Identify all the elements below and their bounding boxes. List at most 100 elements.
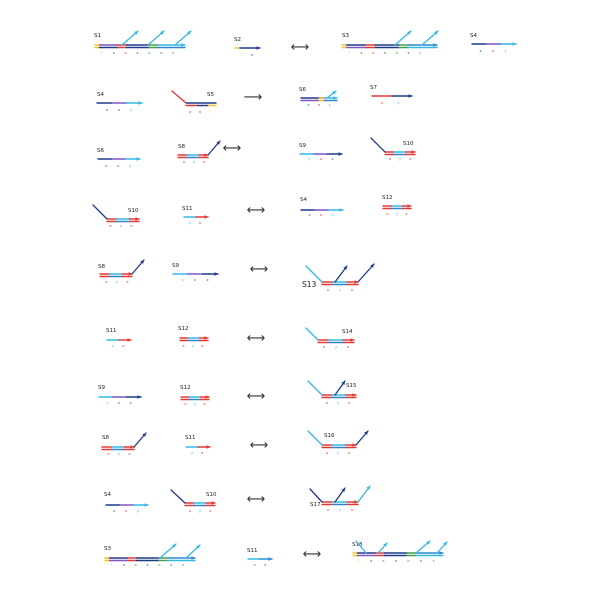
strand-arrowhead (366, 486, 370, 490)
species-label: S14 (342, 329, 353, 335)
species-s2: S2 T x ⟷ (234, 37, 309, 57)
species-s12-b: S12 a y a ⟷ (178, 326, 265, 348)
strand-arrowhead (350, 338, 354, 342)
strand-arrowhead (204, 336, 208, 340)
domain-label: x (407, 51, 409, 55)
strand-arrowhead (443, 542, 447, 546)
domain-label: a (351, 508, 353, 512)
domain-label: T (110, 563, 114, 567)
strand-arrowhead (204, 153, 208, 157)
species-label: S2 (234, 37, 241, 43)
strand-arrowhead (142, 433, 146, 437)
domain-label: a (318, 103, 320, 107)
reversible-arrow: ⟷ (250, 438, 269, 453)
domain-label: x (307, 103, 309, 107)
strand-arrowhead (343, 266, 347, 270)
reversible-arrow: ⟷ (223, 141, 242, 156)
domain-label: y (335, 345, 337, 349)
domain-label: x (370, 559, 372, 563)
strand-arrowhead (433, 43, 437, 47)
species-label: S9 (299, 143, 306, 149)
strand-arrowhead (172, 544, 176, 548)
domain-label: a (323, 345, 325, 349)
reversible-arrow: ⟷ (247, 492, 266, 507)
domain-label: a (128, 452, 130, 456)
species-label: S4 (300, 197, 307, 203)
domain-label: x (206, 278, 208, 282)
domain-label: a (109, 224, 111, 228)
species-s10-c: S10 a y a ⟷ (170, 489, 266, 513)
domain-label: a (348, 401, 350, 405)
strand-branch (421, 30, 439, 46)
domain-label: a (125, 509, 127, 513)
species-label: S11 (106, 328, 117, 334)
strand-arrowhead (128, 272, 132, 276)
domain-label: y (130, 108, 132, 112)
species-label: S3 (104, 546, 111, 552)
species-s11-d: S11 b a ⟷ (247, 547, 321, 567)
domain-label: y (129, 164, 131, 168)
strand-branch (357, 263, 375, 283)
domain-label: a (327, 288, 329, 292)
strand-arrowhead (206, 445, 210, 449)
domain-label: y (116, 280, 118, 284)
domain-label: x (136, 51, 138, 55)
domain-label: x (251, 53, 253, 57)
domain-label: a (184, 402, 186, 406)
strand-arrowhead (137, 395, 141, 399)
species-s3-b: S3 T x a x b x z (104, 543, 201, 567)
domain-label: a (189, 110, 191, 114)
domain-label: x (420, 559, 422, 563)
strand-arrowhead (352, 393, 356, 397)
domain-label: y (504, 49, 506, 53)
domain-label: z (433, 559, 435, 563)
strand-segment (171, 90, 187, 104)
strand-arrowhead (434, 31, 438, 35)
strand-arrowhead (512, 42, 516, 46)
domain-label: y (396, 212, 398, 216)
domain-label: y (337, 401, 339, 405)
strand-arrowhead (130, 445, 134, 449)
reversible-arrow: ⟷ (303, 547, 322, 562)
forward-arrow: ⟶ (244, 90, 263, 105)
domain-label: a (189, 509, 191, 513)
domain-label: T (356, 559, 360, 563)
domain-label: a (347, 345, 349, 349)
species-label: S11 (182, 206, 193, 212)
species-label: S6 (97, 148, 104, 154)
species-label: S10 (403, 141, 414, 147)
strand-arrowhead (352, 443, 356, 447)
domain-label: z (182, 563, 184, 567)
strand-segment (370, 137, 386, 153)
domain-label: y (120, 224, 122, 228)
domain-label: y (399, 157, 401, 161)
strand-arrowhead (407, 31, 411, 35)
strand-arrowhead (341, 488, 345, 492)
domain-label: x (395, 559, 397, 563)
domain-label: a (125, 51, 127, 55)
species-label: S7 (370, 85, 377, 91)
strand-branch (159, 543, 177, 559)
domain-label: b (254, 563, 257, 567)
domain-label: x (160, 51, 162, 55)
domain-label: a (382, 559, 384, 563)
domain-label: b (407, 559, 410, 563)
strand-segment (170, 489, 186, 504)
strand-arrowhead (181, 43, 185, 47)
domain-label: a (326, 451, 328, 455)
species-s12: S12 a y a (382, 195, 412, 216)
reversible-arrow: ⟷ (247, 203, 266, 218)
strand-arrowhead (127, 338, 131, 342)
strand-segment (355, 540, 367, 554)
species-label: S10 (206, 492, 217, 498)
species-label: S8 (98, 264, 105, 270)
domain-label: z (419, 51, 421, 55)
domain-label: a (135, 563, 137, 567)
species-label: S11 (185, 435, 196, 441)
strand-arrowhead (187, 31, 191, 35)
species-label: S13 (302, 280, 317, 289)
strand-arrowhead (256, 46, 260, 50)
species-label: S8 (178, 144, 185, 150)
domain-label: a (105, 280, 107, 284)
